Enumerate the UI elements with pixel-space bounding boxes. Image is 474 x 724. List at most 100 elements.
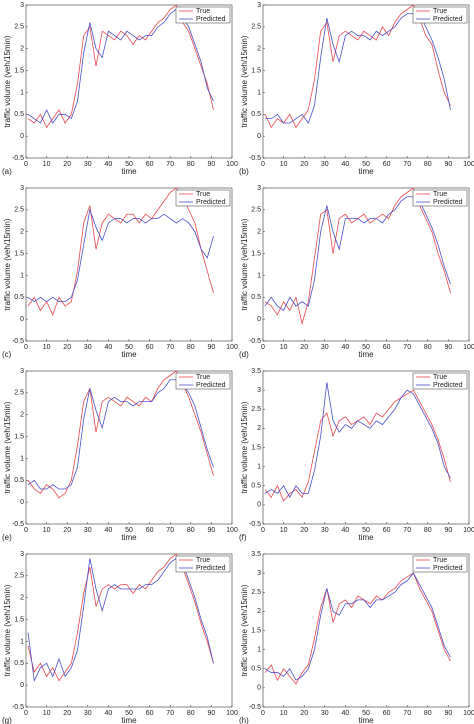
x-axis-label: time: [121, 167, 137, 176]
y-tick-label: 1.5: [14, 616, 24, 623]
y-tick-label: -0.5: [12, 704, 24, 711]
panel-label: (g): [2, 716, 12, 724]
plot-frame: [262, 187, 470, 342]
y-axis-label: traffic volume (veh/15min): [240, 584, 249, 676]
y-tick-label: 0.5: [251, 666, 261, 673]
x-tick-label: 100: [463, 527, 474, 534]
y-tick-label: 0.5: [14, 111, 24, 118]
y-tick-label: -0.5: [249, 155, 261, 162]
y-tick-label: 3.5: [251, 368, 261, 375]
y-tick-label: -0.5: [249, 704, 261, 711]
y-tick-label: 1: [20, 638, 24, 645]
y-axis-label: traffic volume (veh/15min): [240, 218, 249, 310]
y-tick-label: 3: [257, 2, 261, 9]
y-tick-label: -0.5: [12, 338, 24, 345]
y-axis-label: traffic volume (veh/15min): [3, 218, 12, 310]
x-tick-label: 80: [187, 161, 195, 168]
legend-label: Predicted: [433, 199, 463, 206]
series-line: [264, 389, 451, 502]
x-tick-label: 50: [362, 527, 370, 534]
x-tick-label: 100: [463, 344, 474, 351]
legend-label: Predicted: [196, 199, 226, 206]
x-tick-label: 90: [208, 527, 216, 534]
x-tick-label: 90: [445, 527, 453, 534]
x-tick-label: 90: [208, 161, 216, 168]
y-tick-label: 3: [20, 185, 24, 192]
y-tick-label: 1: [20, 455, 24, 462]
x-tick-label: 60: [383, 344, 391, 351]
series-line: [264, 572, 451, 685]
plot-frame: [25, 4, 233, 159]
x-tick-label: 100: [463, 161, 474, 168]
y-tick-label: 1: [257, 646, 261, 653]
x-tick-label: 90: [445, 161, 453, 168]
x-tick-label: 30: [84, 527, 92, 534]
x-tick-label: 20: [300, 344, 308, 351]
legend-label: True: [196, 557, 210, 564]
y-tick-label: -0.5: [249, 338, 261, 345]
x-tick-label: 20: [300, 527, 308, 534]
x-tick-label: 30: [84, 161, 92, 168]
x-tick-label: 10: [43, 161, 51, 168]
x-tick-label: 90: [445, 710, 453, 717]
x-tick-label: 70: [403, 344, 411, 351]
series-line: [264, 572, 451, 681]
y-tick-label: 3.5: [251, 551, 261, 558]
x-tick-label: 40: [342, 344, 350, 351]
x-tick-label: 40: [342, 710, 350, 717]
y-tick-label: -0.5: [12, 155, 24, 162]
y-tick-label: 0: [20, 499, 24, 506]
x-tick-label: 0: [24, 527, 28, 534]
x-tick-label: 30: [321, 161, 329, 168]
y-tick-label: 2: [20, 595, 24, 602]
x-tick-label: 60: [383, 710, 391, 717]
x-tick-label: 80: [424, 710, 432, 717]
y-tick-label: 0.5: [251, 111, 261, 118]
x-tick-label: 70: [403, 710, 411, 717]
x-tick-label: 0: [24, 344, 28, 351]
x-tick-label: 70: [403, 527, 411, 534]
y-tick-label: -0.5: [12, 521, 24, 528]
x-tick-label: 20: [300, 710, 308, 717]
y-tick-label: 3: [257, 185, 261, 192]
plot-frame: [25, 553, 233, 708]
y-tick-label: 2: [20, 412, 24, 419]
x-tick-label: 60: [146, 527, 154, 534]
x-tick-label: 20: [63, 344, 71, 351]
x-tick-label: 30: [84, 344, 92, 351]
y-tick-label: 0: [20, 316, 24, 323]
legend-label: Predicted: [433, 16, 463, 23]
x-tick-label: 0: [261, 710, 265, 717]
panel-label: (c): [2, 350, 12, 359]
x-tick-label: 100: [226, 344, 238, 351]
y-tick-label: 3: [257, 387, 261, 394]
legend-label: Predicted: [196, 16, 226, 23]
y-tick-label: 1: [20, 89, 24, 96]
y-tick-label: 0: [257, 502, 261, 509]
series-line: [264, 382, 451, 499]
y-tick-label: 0.5: [251, 483, 261, 490]
x-tick-label: 80: [424, 161, 432, 168]
series-line: [265, 13, 451, 124]
series-line: [27, 4, 214, 129]
legend-label: True: [196, 191, 210, 198]
series-line: [27, 208, 214, 303]
series-line: [27, 187, 214, 316]
y-tick-label: 2: [257, 46, 261, 53]
y-tick-label: 2.5: [14, 207, 24, 214]
y-tick-label: 2.5: [251, 24, 261, 31]
y-tick-label: 2.5: [14, 573, 24, 580]
y-tick-label: 0.5: [14, 660, 24, 667]
x-tick-label: 30: [321, 710, 329, 717]
y-tick-label: 1.5: [251, 250, 261, 257]
y-tick-label: 2: [20, 229, 24, 236]
y-tick-label: 1.5: [14, 250, 24, 257]
x-tick-label: 50: [125, 710, 133, 717]
y-tick-label: 1: [257, 272, 261, 279]
panel-label: (e): [2, 533, 12, 542]
panel-label: (a): [2, 167, 12, 176]
